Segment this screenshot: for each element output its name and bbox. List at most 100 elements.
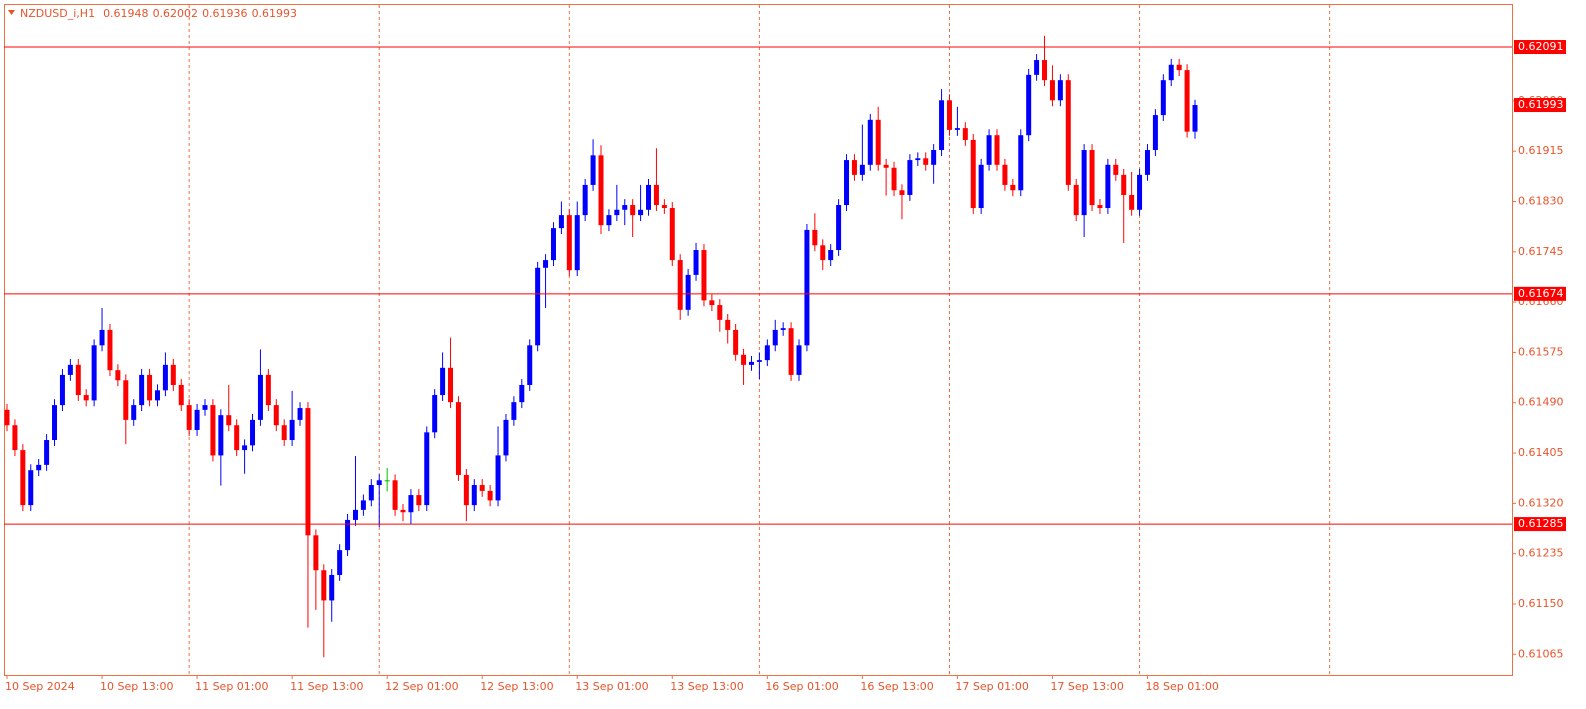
candle-body — [202, 405, 208, 410]
candle-body — [1002, 164, 1008, 185]
low-value: 0.61936 — [202, 7, 248, 20]
candle-body — [685, 274, 691, 310]
x-tick-label: 11 Sep 01:00 — [195, 680, 268, 693]
y-tick-label: 0.61405 — [1518, 446, 1564, 459]
candle-body — [756, 360, 762, 362]
candle-body — [748, 361, 754, 365]
plot-frame — [4, 4, 1513, 676]
level-label: 0.62091 — [1518, 40, 1564, 53]
candle-body — [527, 345, 533, 385]
candle-body — [701, 250, 707, 301]
candle-body — [408, 495, 414, 513]
candle-body — [1049, 80, 1055, 101]
candle-body — [1034, 60, 1040, 75]
candle-body — [107, 329, 113, 371]
candle-body — [12, 425, 18, 451]
price-tag — [1514, 98, 1566, 113]
candle-body — [218, 415, 224, 456]
candle-body — [828, 250, 834, 261]
symbol: NZDUSD_i,H1 — [20, 7, 95, 20]
candle-body — [717, 305, 723, 320]
candle-body — [788, 328, 794, 375]
candle-body — [590, 155, 596, 185]
candle-body — [154, 390, 160, 401]
candle-body — [986, 135, 992, 165]
candle-body — [1129, 194, 1135, 210]
candle-body — [226, 415, 232, 426]
candle-body — [186, 405, 192, 430]
candle-body — [178, 384, 184, 406]
x-tick-label: 17 Sep 01:00 — [955, 680, 1028, 693]
candle-body — [1137, 174, 1143, 210]
candle-body — [455, 402, 461, 475]
candle-body — [1042, 60, 1048, 81]
candle-body — [1010, 184, 1016, 191]
candle-body — [257, 374, 263, 420]
x-tick-label: 12 Sep 13:00 — [480, 680, 553, 693]
candle-body — [1113, 164, 1119, 175]
level-label: 0.61674 — [1518, 287, 1564, 300]
candle-body — [115, 370, 121, 381]
candle-body — [1097, 205, 1103, 209]
y-tick-label: 0.61150 — [1518, 597, 1564, 610]
candle-body — [741, 354, 747, 365]
candle-body — [598, 155, 604, 226]
candle-body — [693, 250, 699, 275]
y-tick-label: 0.61065 — [1518, 647, 1564, 660]
x-tick-label: 11 Sep 13:00 — [290, 680, 363, 693]
close-value: 0.61993 — [252, 7, 298, 20]
y-tick-label: 0.61320 — [1518, 496, 1564, 509]
candle-body — [543, 260, 549, 268]
candle-body — [67, 364, 73, 375]
x-tick-label: 13 Sep 01:00 — [575, 680, 648, 693]
level-tag — [1514, 286, 1566, 301]
candle-body — [891, 167, 897, 191]
candle-body — [321, 570, 327, 601]
x-tick-label: 12 Sep 01:00 — [385, 680, 458, 693]
candle-body — [495, 455, 501, 501]
candle-body — [725, 319, 731, 330]
candle-body — [582, 184, 588, 216]
candle-body — [424, 432, 430, 506]
open-value: 0.61948 — [103, 7, 149, 20]
chart-header: NZDUSD_i,H1 0.61948 0.62002 0.61936 0.61993 — [20, 7, 297, 20]
menu-arrow[interactable] — [8, 10, 15, 15]
candle-body — [1121, 174, 1127, 195]
candle-body — [915, 158, 921, 161]
candle-body — [503, 419, 509, 456]
candle-body — [448, 367, 454, 403]
candle-body — [265, 374, 271, 406]
candle-body — [820, 245, 826, 261]
candle-body — [59, 374, 65, 406]
x-tick-label: 10 Sep 13:00 — [100, 680, 173, 693]
candle-body — [1018, 135, 1024, 191]
candle-body — [558, 215, 564, 229]
candle-body — [337, 550, 343, 575]
x-tick-label: 10 Sep 2024 — [5, 680, 75, 693]
candle-body — [305, 408, 311, 536]
candle-body — [242, 445, 248, 451]
candle-body — [1176, 64, 1182, 71]
y-tick-label: 0.61830 — [1518, 195, 1564, 208]
y-tick-label: 0.61490 — [1518, 396, 1564, 409]
candle-body — [653, 184, 659, 206]
candle-body — [392, 480, 398, 510]
candle-body — [844, 160, 850, 206]
candle-body — [669, 208, 675, 261]
candle-body — [1065, 80, 1071, 185]
candle-body — [780, 328, 786, 330]
candle-body — [281, 425, 287, 441]
candle-body — [1089, 150, 1095, 206]
candle-body — [883, 164, 889, 168]
candle-body — [1168, 64, 1174, 81]
candle-body — [170, 364, 176, 385]
candle-body — [250, 419, 256, 446]
candle-body — [376, 480, 382, 486]
candle-body — [463, 474, 469, 506]
level-label: 0.61285 — [1518, 517, 1564, 530]
candle-body — [162, 364, 168, 391]
candle-body — [978, 164, 984, 209]
candle-body — [630, 205, 636, 216]
candle-body — [962, 128, 968, 140]
candle-body — [519, 384, 525, 403]
